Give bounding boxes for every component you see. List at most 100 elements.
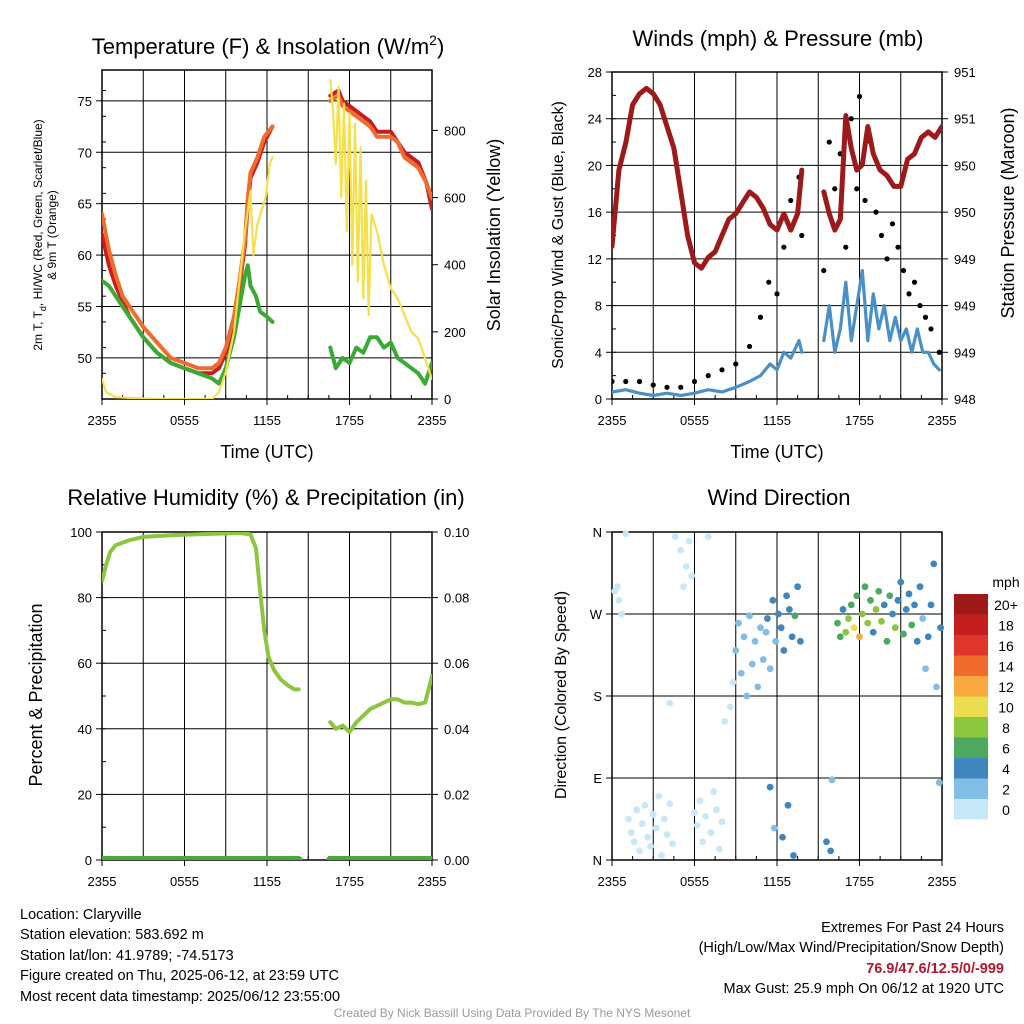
rh-ytick-label: 100 [70, 525, 92, 540]
dir-xtick-label: 0555 [680, 874, 709, 889]
direction-point [759, 656, 767, 663]
direction-point [836, 633, 844, 641]
wind-y2tick-label: 949 [954, 299, 976, 314]
gust-point [691, 378, 698, 385]
dir-xtick-label: 1755 [845, 874, 874, 889]
wind-ylabel: Sonic/Prop Wind & Gust (Blue, Black) [550, 101, 567, 369]
wind-ytick-label: 16 [588, 205, 602, 220]
rh-xtick-label: 0555 [170, 874, 199, 889]
direction-point [823, 838, 830, 846]
direction-point [735, 619, 742, 627]
legend-label: 20+ [994, 597, 1018, 613]
dir-xtick-label: 2355 [928, 874, 957, 889]
direction-point [647, 842, 654, 850]
gust-point [936, 349, 942, 355]
direction-point [622, 530, 630, 538]
direction-point [853, 592, 861, 600]
direction-point [780, 647, 788, 654]
latlon-text: Station lat/lon: 41.9789; -74.5173 [20, 947, 234, 964]
direction-point [693, 821, 701, 829]
insolation-y2label: Solar Insolation (Yellow) [484, 139, 504, 331]
gust-point [781, 244, 787, 250]
direction-point [878, 617, 885, 625]
legend-label: 2 [1002, 782, 1010, 798]
temp-ytick-label: 50 [78, 351, 92, 366]
direction-point [794, 583, 802, 591]
direction-title: Wind Direction [707, 485, 850, 510]
direction-point [875, 587, 883, 595]
direction-point [682, 563, 690, 571]
humidity-panel: Relative Humidity (%) & Precipitation (i… [26, 485, 469, 889]
direction-point [638, 820, 646, 827]
direction-panel: Wind Direction Direction (Colored By Spe… [553, 485, 1020, 889]
created-text: Figure created on Thu, 2025-06-12, at 23… [20, 968, 339, 985]
direction-point [704, 533, 712, 540]
gust-point [612, 378, 615, 385]
gust-point [917, 302, 923, 309]
rh-ytick-label: 0 [85, 853, 92, 868]
wind-series-group [612, 85, 942, 398]
extremes-values: 76.9/47.6/12.5/0/-999 [866, 960, 1004, 977]
direction-point [785, 606, 793, 613]
legend-label: 10 [998, 700, 1014, 716]
gust-point [928, 326, 934, 332]
gust-point [788, 197, 794, 204]
direction-point [891, 624, 899, 632]
wind-xtick-label: 1155 [763, 413, 791, 428]
gust-point [856, 93, 863, 100]
direction-point [677, 546, 685, 554]
wind-y2tick-label: 951 [954, 65, 976, 80]
temperature-xlabel: Time (UTC) [220, 442, 313, 462]
relative-humidity-series-line [102, 532, 432, 735]
gust-point [733, 361, 739, 367]
rh-xtick-label: 1755 [335, 874, 364, 889]
gust-point [878, 232, 885, 239]
wind-xtick-label: 0555 [680, 413, 709, 428]
rh-y2tick-label: 0.06 [444, 656, 469, 671]
legend-label: 4 [1002, 761, 1010, 777]
rh-y2tick-label: 0.02 [444, 787, 469, 802]
direction-point [790, 852, 797, 859]
gust-point [719, 367, 725, 373]
rh-series-group [102, 532, 432, 860]
direction-point [777, 624, 785, 632]
legend-label: 6 [1002, 741, 1010, 757]
direction-point [721, 718, 729, 725]
direction-point [685, 537, 693, 545]
direction-point [919, 615, 927, 622]
max-gust-text: Max Gust: 25.9 mph On 06/12 at 1920 UTC [723, 981, 1004, 998]
gust-point [906, 291, 912, 297]
direction-point [630, 838, 638, 846]
gust-point [678, 384, 684, 390]
legend-label: 14 [998, 659, 1014, 675]
rh-ytick-label: 60 [78, 656, 92, 671]
wind-ytick-label: 12 [588, 252, 602, 267]
wind-xlabel: Time (UTC) [730, 442, 823, 462]
wind-xtick-label: 2355 [928, 413, 957, 428]
wind-ytick-label: 20 [588, 158, 602, 173]
rh-y2tick-label: 0.04 [444, 722, 469, 737]
direction-point [916, 583, 924, 591]
direction-point [696, 797, 704, 805]
direction-point [834, 619, 841, 627]
dir-ytick-label: E [593, 771, 602, 786]
gust-point [922, 314, 929, 320]
temp-y2tick-label: 200 [444, 325, 466, 340]
direction-point [718, 818, 726, 826]
dir-plot-frame [611, 531, 943, 861]
gust-point [889, 221, 896, 227]
wind-ytick-label: 4 [595, 345, 602, 360]
rh-y2tick-label: 0.10 [444, 525, 469, 540]
direction-point [766, 665, 774, 673]
direction-point [791, 612, 799, 620]
direction-point [827, 847, 835, 855]
legend-swatch [954, 799, 988, 820]
direction-point [930, 560, 938, 568]
direction-point [886, 592, 894, 600]
direction-point [788, 633, 796, 641]
direction-ylabel: Direction (Colored By Speed) [553, 591, 570, 799]
legend-swatch [954, 758, 988, 779]
direction-point [641, 801, 649, 809]
direction-point [922, 665, 929, 673]
legend-swatch [954, 635, 988, 656]
